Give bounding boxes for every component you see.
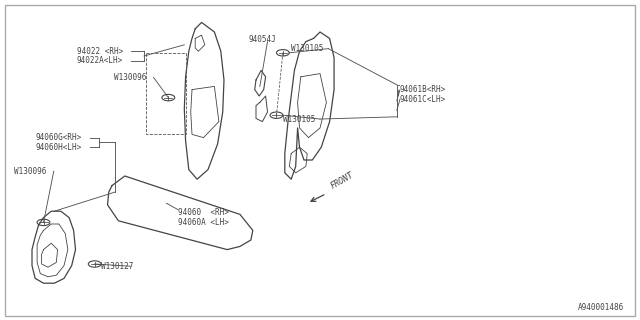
Text: W130096: W130096 xyxy=(14,167,47,176)
Text: 94060G<RH>: 94060G<RH> xyxy=(35,133,81,142)
Text: FRONT: FRONT xyxy=(330,170,356,190)
Text: 94061B<RH>: 94061B<RH> xyxy=(400,85,446,94)
Text: A940001486: A940001486 xyxy=(578,303,624,312)
Text: 94061C<LH>: 94061C<LH> xyxy=(400,95,446,104)
Text: W130105: W130105 xyxy=(283,115,316,124)
Text: 94060A <LH>: 94060A <LH> xyxy=(178,218,228,227)
Text: 94054J: 94054J xyxy=(248,36,276,44)
Text: W130105: W130105 xyxy=(291,44,324,53)
Text: 94022A<LH>: 94022A<LH> xyxy=(77,56,123,65)
Text: W130096: W130096 xyxy=(114,73,147,82)
Text: 94060  <RH>: 94060 <RH> xyxy=(178,208,228,217)
Text: 94022 <RH>: 94022 <RH> xyxy=(77,47,123,56)
Text: W130127: W130127 xyxy=(101,262,134,271)
Text: 94060H<LH>: 94060H<LH> xyxy=(35,143,81,152)
